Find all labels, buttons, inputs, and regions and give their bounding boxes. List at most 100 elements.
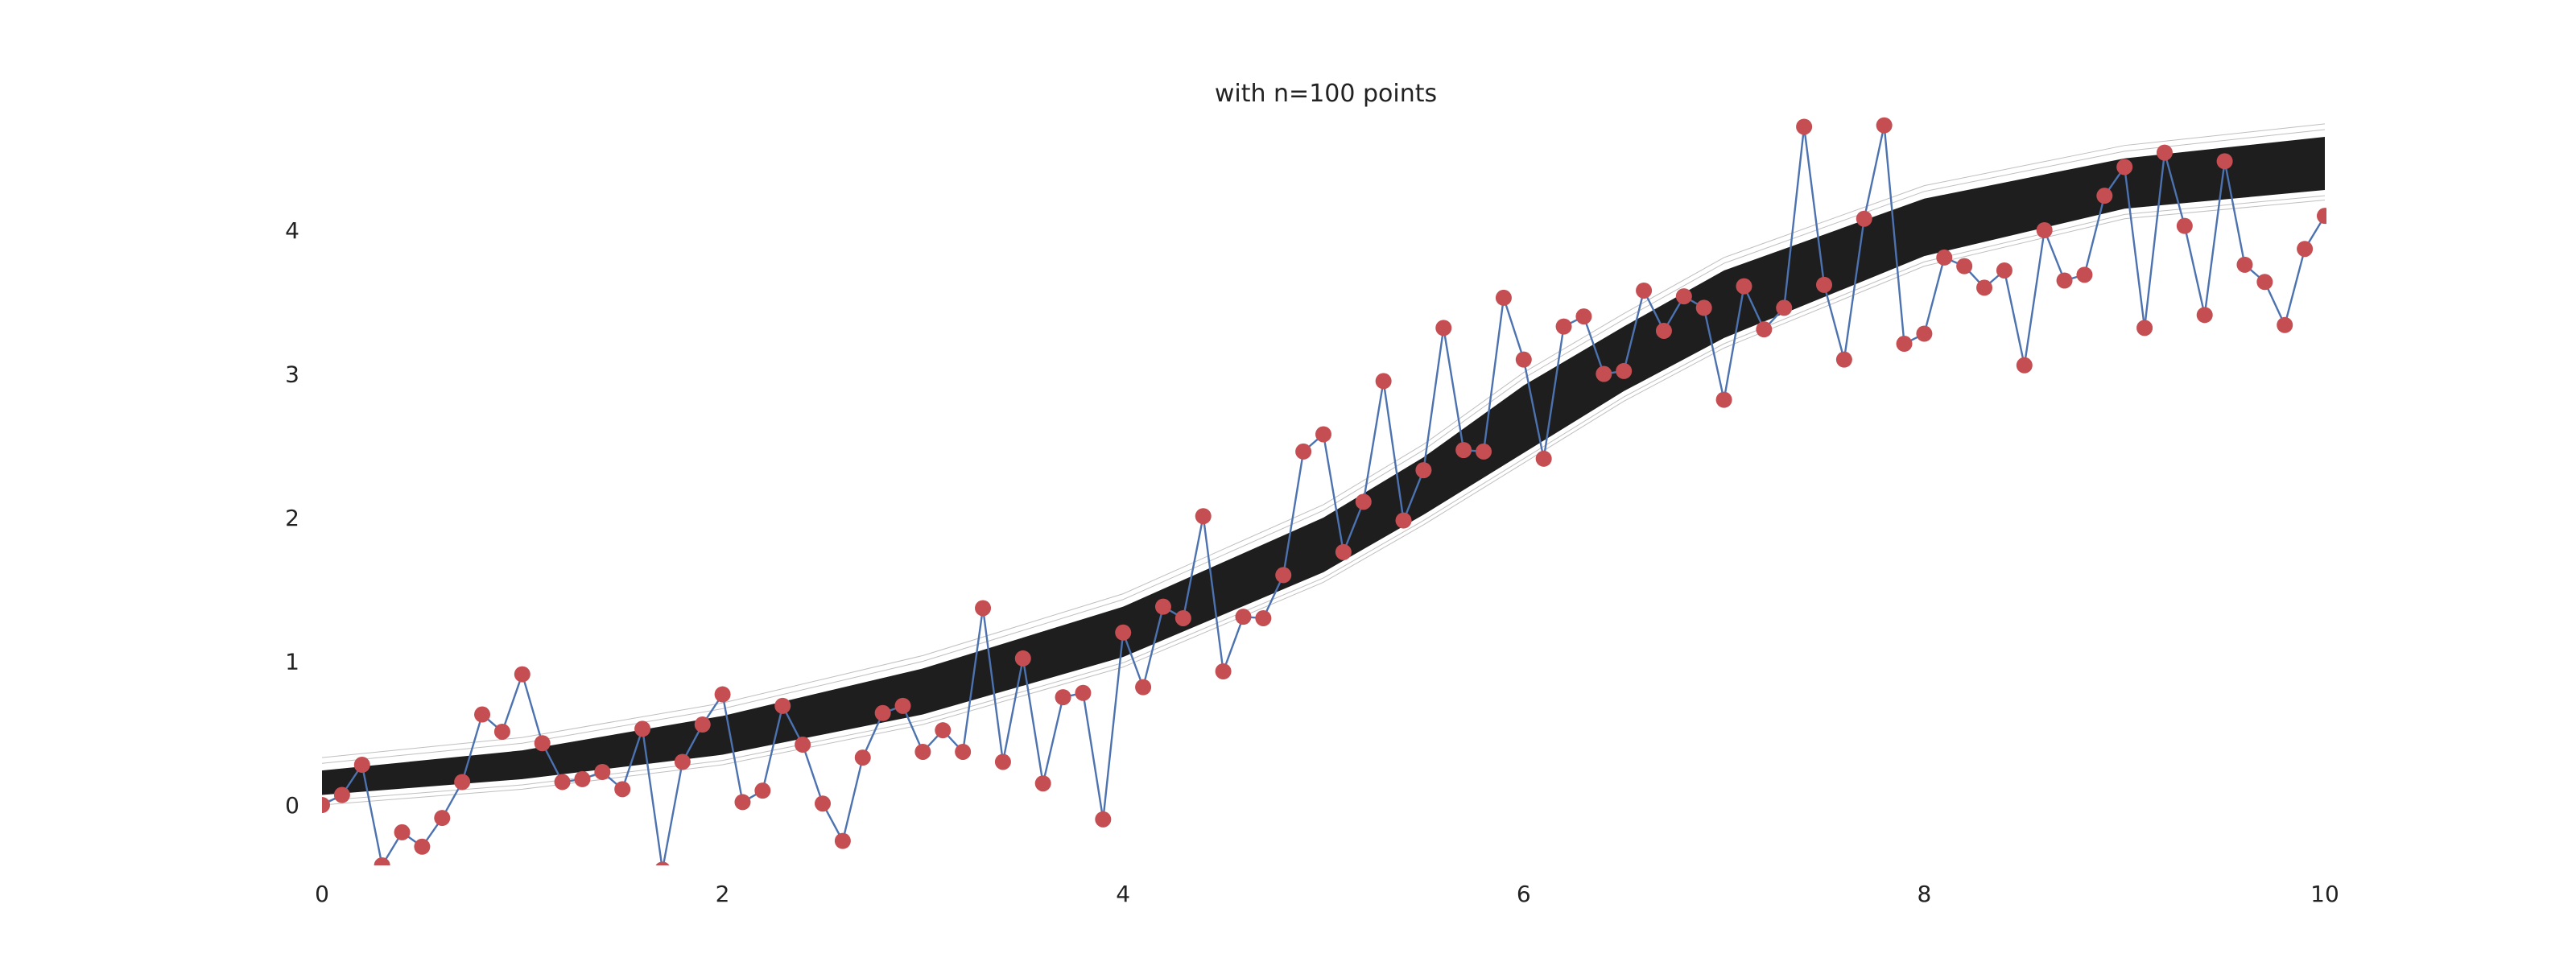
x-axis: 0 2 4 6 8 10 [315,881,2339,907]
data-point [1776,299,1793,316]
y-tick-label: 3 [285,361,299,388]
data-point [1014,650,1031,667]
y-axis: 0 1 2 3 4 [285,217,299,819]
data-point [1055,689,1071,706]
data-point [534,735,551,752]
data-point [594,763,611,780]
data-point [1996,262,2013,279]
data-point [2196,307,2213,324]
data-point [2036,222,2053,238]
data-point [1395,512,1412,529]
data-point [1695,299,1712,316]
data-point [714,686,731,703]
band-sample-curve [322,195,2326,802]
data-point [1495,289,1512,306]
data-point [333,786,350,803]
band-fill [322,136,2325,795]
data-point [2136,320,2153,336]
y-tick-label: 2 [285,505,299,531]
data-point [2236,256,2253,273]
data-point [1636,282,1653,299]
data-point [2016,357,2033,374]
data-point [1375,373,1392,390]
data-point [374,857,390,865]
data-point [1715,391,1732,408]
data-point [1555,318,1572,335]
data-point [1535,450,1552,467]
data-point [1476,443,1492,460]
data-point [614,781,631,798]
data-point [1916,325,1933,342]
data-point [854,749,871,766]
data-point [1876,117,1893,134]
band-sample-curve [322,200,2326,806]
data-point [1455,442,1472,459]
data-point [1575,308,1592,325]
data-point [1255,609,1272,626]
data-point [2277,316,2293,333]
data-point [1415,462,1432,479]
data-point [1215,663,1232,679]
data-point [1976,279,1993,296]
data-point [1856,210,1872,227]
data-point [975,600,992,617]
data-point [2297,241,2314,258]
data-point [2096,188,2113,204]
data-point [874,704,891,721]
data-point [1796,118,1813,135]
data-point [1896,336,1913,353]
data-point [1275,567,1292,584]
data-point [1756,321,1773,338]
data-point [935,722,952,739]
data-point [754,782,771,799]
y-tick-label: 4 [285,217,299,244]
data-point [554,774,571,791]
data-point [694,716,711,733]
data-point [1956,258,1973,275]
y-tick-label: 0 [285,792,299,819]
data-point [1816,276,1832,293]
data-point [1195,508,1212,525]
data-point [414,838,431,855]
data-point [1596,365,1612,382]
data-point [1736,278,1752,295]
data-point [1295,443,1312,460]
data-point [914,743,931,760]
data-point [2216,153,2233,170]
data-point [1435,320,1452,336]
data-point [1315,426,1331,443]
data-point [815,795,831,812]
x-tick-label: 0 [315,881,329,907]
data-point [2156,144,2173,161]
data-point [795,737,811,753]
data-point [1515,351,1532,368]
y-tick-label: 1 [285,649,299,675]
data-point [674,753,691,770]
data-point [1835,351,1852,368]
data-point [2056,272,2073,289]
data-point [1335,543,1352,560]
data-point [734,794,751,811]
data-point [834,832,851,849]
data-point [353,757,370,774]
data-point [1235,609,1252,625]
data-point [574,770,591,787]
data-point [1075,684,1092,701]
data-point [1616,362,1633,379]
data-point [454,774,471,791]
data-point [1154,598,1171,615]
data-point [1135,679,1152,696]
data-point [2256,274,2273,291]
data-point [2176,217,2193,234]
data-point [1655,322,1672,339]
x-tick-label: 6 [1517,881,1531,907]
data-point [655,861,670,865]
data-point [322,797,330,813]
x-tick-label: 2 [716,881,730,907]
data-point [394,824,411,840]
data-point [2317,208,2326,225]
data-point [994,753,1011,770]
chart-title: with n=100 points [1215,80,1437,108]
posterior-band [322,123,2326,806]
